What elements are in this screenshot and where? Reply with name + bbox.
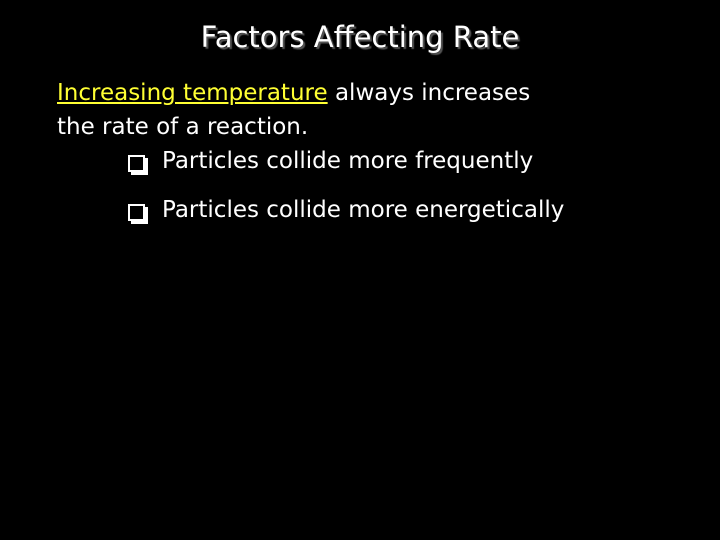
emphasis: Increasing temperature	[57, 80, 328, 106]
bullet-text: Particles collide more energetically	[162, 197, 565, 223]
bullet-icon	[128, 204, 145, 221]
bullet-text: Particles collide more frequently	[162, 148, 534, 174]
statement-line: the rate of a reaction.	[57, 114, 309, 140]
slide-title: Factors Affecting Rate	[200, 20, 520, 54]
statement-text: always increases	[334, 80, 531, 106]
statement-line: Increasing temperature always increases	[57, 80, 530, 106]
bullet-icon	[128, 155, 145, 172]
